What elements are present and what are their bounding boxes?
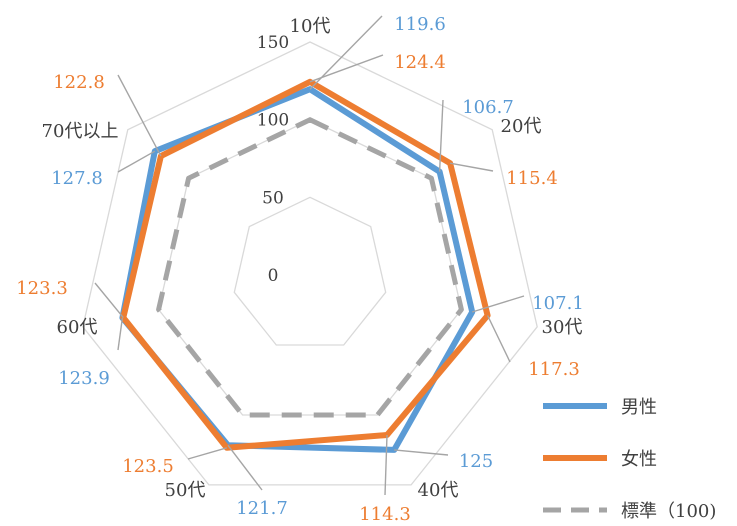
data-label-leader xyxy=(471,295,525,313)
category-label: 70代以上 xyxy=(42,121,119,142)
data-label: 106.7 xyxy=(462,97,514,118)
data-label-leader xyxy=(94,282,124,319)
data-label: 107.1 xyxy=(532,293,584,314)
data-label: 119.6 xyxy=(394,14,446,35)
data-label-leader xyxy=(449,162,494,172)
data-label: 123.5 xyxy=(122,456,174,477)
data-label-leader xyxy=(384,434,388,496)
data-label-leader xyxy=(117,317,124,351)
legend-label: 標準（100) xyxy=(621,501,716,522)
data-label: 124.4 xyxy=(394,52,446,73)
data-label: 115.4 xyxy=(506,168,558,189)
axis-tick-label: 0 xyxy=(268,266,279,286)
data-label: 123.3 xyxy=(16,278,68,299)
category-label: 60代 xyxy=(57,317,98,338)
category-label: 10代 xyxy=(290,16,331,37)
data-label: 127.8 xyxy=(51,168,103,189)
category-label: 50代 xyxy=(165,480,206,501)
data-label-leader xyxy=(486,315,511,363)
data-label-leader xyxy=(117,150,156,173)
data-label: 121.7 xyxy=(236,498,288,519)
data-label: 123.9 xyxy=(58,368,110,389)
category-label: 40代 xyxy=(418,480,459,501)
grid-ring-50 xyxy=(233,196,387,346)
data-label-leader xyxy=(309,54,384,83)
series-line xyxy=(119,86,476,453)
data-label-leader xyxy=(227,444,263,491)
data-label: 125 xyxy=(459,451,493,472)
axis-tick-label: 150 xyxy=(257,33,289,53)
legend-label: 男性 xyxy=(621,397,657,418)
axis-tick-label: 50 xyxy=(262,188,284,208)
data-label-leader xyxy=(187,447,227,460)
axis-tick-label: 100 xyxy=(257,111,289,131)
data-label-leader xyxy=(394,449,449,456)
series-line xyxy=(120,78,491,451)
grid-ring-100 xyxy=(157,118,463,416)
data-label: 114.3 xyxy=(359,504,411,525)
data-label: 117.3 xyxy=(528,359,580,380)
category-label: 20代 xyxy=(501,116,542,137)
legend-label: 女性 xyxy=(621,449,657,470)
category-label: 30代 xyxy=(542,317,583,338)
grid-ring-150 xyxy=(82,41,538,486)
data-label-leader xyxy=(438,99,444,172)
data-label: 122.8 xyxy=(53,72,105,93)
series-line xyxy=(156,117,464,418)
data-label-leader xyxy=(117,74,162,157)
